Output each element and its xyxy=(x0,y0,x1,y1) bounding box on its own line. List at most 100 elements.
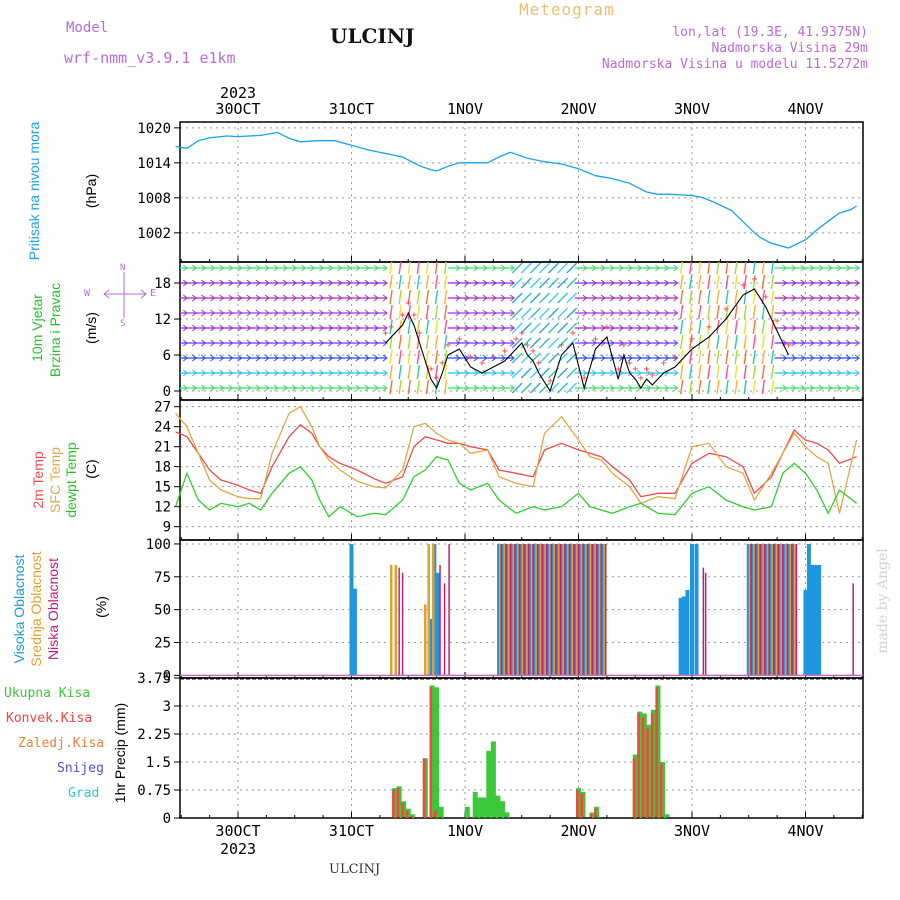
cloud-bar xyxy=(535,543,538,676)
wind-barb xyxy=(743,364,747,380)
legend-frz-rain: Zaledj.Kisa xyxy=(18,736,105,751)
wind-barb xyxy=(416,349,421,365)
wind-barb xyxy=(679,289,684,305)
gust-marker: + xyxy=(740,280,746,291)
wind-barb xyxy=(407,304,411,320)
gust-marker: + xyxy=(439,358,445,369)
cloud-bar xyxy=(586,543,589,676)
wind-barb xyxy=(752,349,756,365)
cloud-bar xyxy=(589,543,593,676)
wind-barb xyxy=(425,304,430,320)
cloud-bar xyxy=(789,543,792,676)
precip-conv-bar xyxy=(576,790,579,818)
wind-barb xyxy=(725,379,729,395)
wind-barb xyxy=(716,334,720,350)
top-day-label: 1NOV xyxy=(447,100,483,118)
bottom-day-label: 30OCT xyxy=(215,822,260,840)
wind-barb xyxy=(566,367,578,379)
wind-barb xyxy=(716,349,720,365)
wind-barb xyxy=(425,364,430,380)
wind-barb xyxy=(689,289,693,305)
wind-barb xyxy=(443,379,448,395)
wind-barb xyxy=(407,274,411,290)
wind-barb xyxy=(398,262,402,275)
bottom-day-label: 31OCT xyxy=(329,822,374,840)
panel-precip xyxy=(174,677,864,819)
wind-barb xyxy=(725,289,729,305)
wind-barb xyxy=(425,379,430,395)
cloud-bar xyxy=(503,543,506,676)
cloud-bar xyxy=(564,543,566,676)
cloud-bar xyxy=(600,543,602,676)
wind-barb xyxy=(520,277,532,289)
precip-conv-bar xyxy=(641,717,645,818)
wind-barb xyxy=(679,334,684,350)
cloud-bar xyxy=(557,543,561,676)
wind-barb xyxy=(679,262,684,275)
precip-conv-bar xyxy=(655,687,658,818)
wind-barb-head xyxy=(382,324,388,332)
wind-barb xyxy=(557,307,569,319)
precip-total-bar xyxy=(477,797,483,818)
precip-total-bar xyxy=(495,795,501,818)
cloud-bar xyxy=(685,589,690,676)
wind-barb xyxy=(557,382,569,394)
wind-barb xyxy=(398,379,402,395)
wind-barb xyxy=(689,379,693,395)
wind-barb xyxy=(398,304,402,320)
wind-barb xyxy=(529,262,541,274)
wind-barb-head xyxy=(509,384,515,392)
cloud-bar xyxy=(527,543,530,676)
cloud-bar xyxy=(852,583,854,676)
cloud-bar xyxy=(594,543,597,676)
wind-barb xyxy=(689,364,693,380)
wind-barb xyxy=(511,277,523,289)
wind-barb xyxy=(538,292,550,304)
wind-barb xyxy=(511,352,523,364)
wind-barb xyxy=(770,379,775,395)
wind-barb xyxy=(734,304,738,320)
gust-marker: + xyxy=(383,328,389,339)
wind-barb xyxy=(707,262,711,275)
wind-barb xyxy=(434,304,439,320)
wind-barb xyxy=(689,349,693,365)
gust-marker: + xyxy=(536,358,542,369)
model-name: wrf-nmm_v3.9.1 e1km xyxy=(64,49,236,67)
temp-line-1 xyxy=(175,405,858,514)
y-tick-label: 2.25 xyxy=(137,727,171,743)
top-day-label: 4NOV xyxy=(787,100,823,118)
panel-frame xyxy=(179,121,864,263)
wind-barb xyxy=(511,262,523,274)
bottom-day-label: 3NOV xyxy=(674,822,710,840)
y-tick-label: 50 xyxy=(154,603,171,619)
wind-barb-head xyxy=(509,279,515,287)
wind-barb xyxy=(520,262,532,274)
precip-conv-bar xyxy=(429,687,433,818)
cloud-bar xyxy=(394,564,398,676)
wind-barb-head xyxy=(509,309,515,317)
cloud-bar xyxy=(508,543,511,676)
wind-barb xyxy=(511,322,523,334)
precip-total-bar xyxy=(664,814,670,818)
wind-barb-head xyxy=(509,354,515,362)
wind-barb xyxy=(770,289,775,305)
wind-barb xyxy=(734,274,738,290)
wind-barb xyxy=(752,274,756,290)
wind-barb xyxy=(679,349,684,365)
cloud-bar xyxy=(803,589,808,676)
wind-barb-head xyxy=(382,339,388,347)
panel-wind xyxy=(174,261,864,401)
wind-barb-head xyxy=(854,369,861,377)
wind-barb xyxy=(743,379,747,395)
wind-barb-head xyxy=(382,369,388,377)
gust-marker: + xyxy=(411,310,417,321)
precip-conv-bar xyxy=(646,728,649,818)
wind-barb xyxy=(725,349,729,365)
wind-barb xyxy=(725,334,729,350)
wind-barb xyxy=(557,262,569,274)
precip-conv-bar xyxy=(405,810,409,818)
gust-marker: + xyxy=(751,274,757,285)
wind-barb xyxy=(434,319,439,335)
wind-barb xyxy=(743,304,747,320)
wind-barb-head xyxy=(673,384,679,392)
